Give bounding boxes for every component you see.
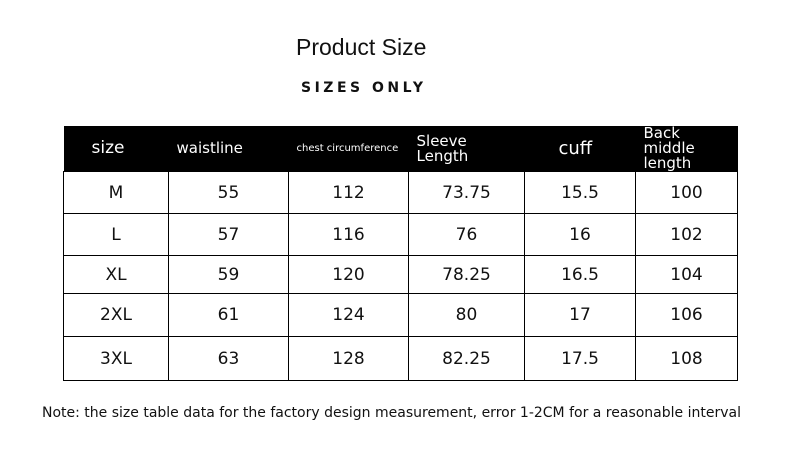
column-header: size <box>63 126 169 172</box>
column-header: Back middle length <box>635 126 738 172</box>
table-cell: 61 <box>168 293 289 337</box>
table-cell: 16.5 <box>524 255 636 294</box>
table-cell: 116 <box>288 213 409 256</box>
column-header: cuff <box>524 126 636 172</box>
table-cell: 17.5 <box>524 336 636 381</box>
table-cell: 120 <box>288 255 409 294</box>
table-cell: 17 <box>524 293 636 337</box>
table-cell: 59 <box>168 255 289 294</box>
table-body: M 55 112 73.75 15.5 100 L 57 116 76 16 102 XL 59 120 78… <box>63 171 738 381</box>
table-cell: 78.25 <box>408 255 525 294</box>
table-cell: 80 <box>408 293 525 337</box>
table-cell: 76 <box>408 213 525 256</box>
subtitle: SIZES ONLY <box>301 80 427 96</box>
title: Product Size <box>296 34 427 60</box>
table-cell: 112 <box>288 171 409 214</box>
table-cell: 100 <box>635 171 738 214</box>
column-header: chest circumference <box>288 126 409 172</box>
note: Note: the size table data for the factor… <box>42 405 741 421</box>
table-cell: 106 <box>635 293 738 337</box>
table-cell: L <box>63 213 169 256</box>
table-row: 3XL 63 128 82.25 17.5 108 <box>63 336 738 381</box>
size-table: size waistline chest circumference Sleeve L… <box>63 126 738 381</box>
table-cell: 104 <box>635 255 738 294</box>
table-row: L 57 116 76 16 102 <box>63 213 738 256</box>
column-header: waistline <box>168 126 289 172</box>
table-cell: 57 <box>168 213 289 256</box>
table-cell: XL <box>63 255 169 294</box>
table-row: M 55 112 73.75 15.5 100 <box>63 171 738 214</box>
table-cell: 82.25 <box>408 336 525 381</box>
table-cell: 108 <box>635 336 738 381</box>
table-row: 2XL 61 124 80 17 106 <box>63 293 738 337</box>
table-row: XL 59 120 78.25 16.5 104 <box>63 255 738 294</box>
table-cell: 2XL <box>63 293 169 337</box>
table-cell: 124 <box>288 293 409 337</box>
table-cell: 102 <box>635 213 738 256</box>
table-cell: 73.75 <box>408 171 525 214</box>
header-row: size waistline chest circumference Sleeve L… <box>63 126 738 172</box>
column-header: Sleeve Length <box>408 126 525 172</box>
table-cell: 16 <box>524 213 636 256</box>
table-cell: 128 <box>288 336 409 381</box>
table-cell: 15.5 <box>524 171 636 214</box>
table-cell: 3XL <box>63 336 169 381</box>
table-cell: M <box>63 171 169 214</box>
table-cell: 55 <box>168 171 289 214</box>
table-cell: 63 <box>168 336 289 381</box>
